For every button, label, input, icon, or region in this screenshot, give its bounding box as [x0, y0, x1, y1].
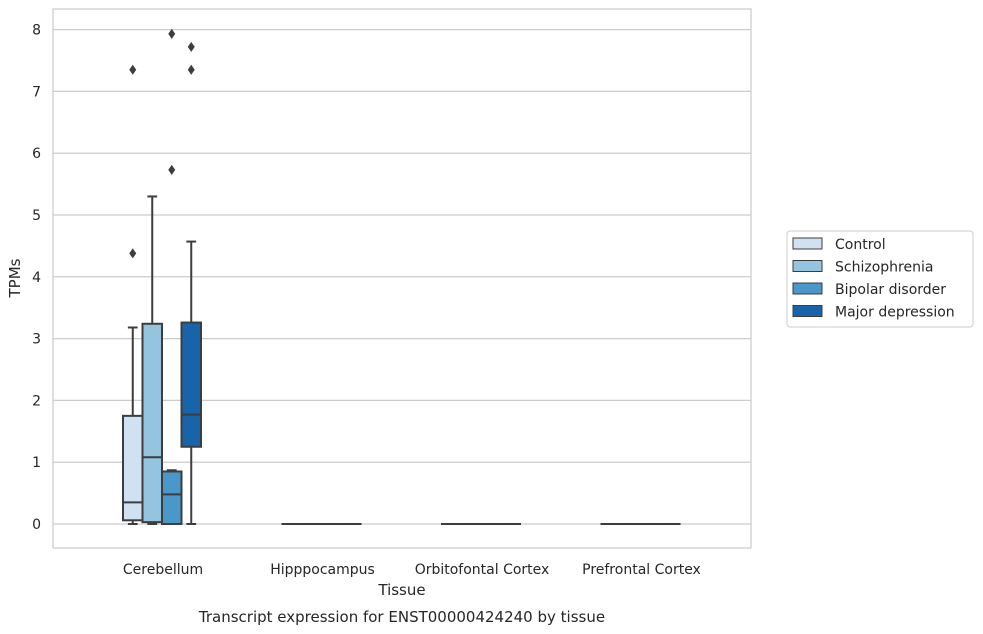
box-bipolar-disorder — [161, 28, 183, 525]
x-tick-label: Prefrontal Cortex — [582, 562, 701, 578]
legend-item: Major depression — [792, 305, 955, 321]
legend-item: Schizophrenia — [792, 260, 933, 276]
x-tick-labels: Cerebellum Hipppocampus Orbitofontal Corte… — [123, 562, 701, 578]
legend-swatch — [792, 260, 823, 272]
box-control — [122, 64, 144, 525]
outlier-point — [129, 248, 137, 259]
legend-item: Bipolar disorder — [792, 282, 946, 298]
y-tick-label: 2 — [32, 393, 41, 409]
y-tick-label: 6 — [32, 146, 41, 162]
legend-item: Control — [792, 237, 886, 253]
legend-label: Major depression — [835, 305, 955, 321]
outlier-point — [129, 64, 137, 75]
plot-frame — [52, 8, 752, 549]
y-tick-label: 3 — [32, 332, 41, 348]
y-tick-label: 0 — [32, 517, 41, 533]
x-axis-label: Tissue — [377, 581, 425, 599]
box-body — [122, 414, 144, 522]
legend-label: Bipolar disorder — [835, 282, 946, 298]
boxes — [122, 28, 681, 526]
y-axis-label: TPMs — [6, 258, 24, 298]
legend-frame — [786, 230, 974, 328]
legend-swatch — [792, 237, 823, 250]
x-tick-label: Orbitofontal Cortex — [415, 562, 550, 578]
x-tick-label: Hipppocampus — [270, 562, 375, 578]
x-tick-label: Cerebellum — [123, 562, 203, 578]
box-body — [161, 470, 183, 525]
grid-lines — [53, 28, 751, 525]
outlier-point — [168, 28, 176, 39]
outlier-point — [187, 64, 195, 75]
y-tick-label: 7 — [32, 84, 41, 100]
legend-swatch — [792, 305, 823, 317]
legend-swatch — [792, 282, 823, 295]
y-tick-labels: 0 1 2 3 4 5 6 7 8 — [32, 23, 41, 533]
outlier-point — [168, 164, 176, 175]
y-tick-label: 8 — [32, 23, 41, 39]
legend: Control Schizophrenia Bipolar disorder Majo… — [786, 230, 974, 328]
y-tick-label: 4 — [32, 270, 41, 286]
y-tick-label: 5 — [32, 208, 41, 224]
legend-label: Control — [835, 237, 886, 253]
legend-label: Schizophrenia — [835, 260, 933, 276]
box-major-depression — [180, 41, 202, 525]
box-body — [180, 321, 202, 448]
box-body — [141, 322, 163, 524]
y-tick-label: 1 — [32, 455, 41, 471]
chart-caption: Transcript expression for ENST0000042424… — [198, 608, 605, 626]
outlier-point — [187, 41, 195, 52]
box-schizophrenia — [141, 195, 163, 525]
